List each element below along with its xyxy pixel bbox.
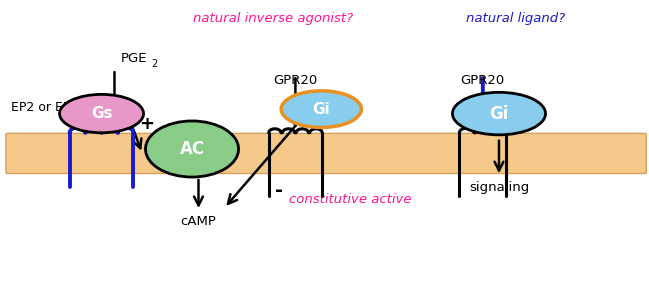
Text: natural ligand?: natural ligand?: [465, 12, 565, 25]
Text: GPR20: GPR20: [273, 74, 317, 87]
Text: signaling: signaling: [469, 181, 529, 194]
Text: 2: 2: [151, 59, 158, 69]
Text: constitutive active: constitutive active: [289, 193, 411, 206]
Text: natural inverse agonist?: natural inverse agonist?: [193, 12, 353, 25]
FancyBboxPatch shape: [6, 133, 646, 173]
Text: Gi: Gi: [489, 105, 509, 122]
Circle shape: [281, 91, 361, 128]
Ellipse shape: [145, 121, 239, 177]
Circle shape: [60, 94, 143, 133]
Text: cAMP: cAMP: [180, 215, 216, 229]
Text: -: -: [275, 181, 283, 200]
Text: Gi: Gi: [312, 102, 330, 117]
Text: GPR20: GPR20: [461, 74, 505, 87]
Circle shape: [452, 92, 546, 135]
Text: Gs: Gs: [91, 106, 112, 121]
Text: EP2 or EP4: EP2 or EP4: [11, 101, 79, 114]
Text: +: +: [140, 115, 154, 133]
Text: AC: AC: [180, 140, 204, 158]
Text: PGE: PGE: [121, 52, 147, 65]
